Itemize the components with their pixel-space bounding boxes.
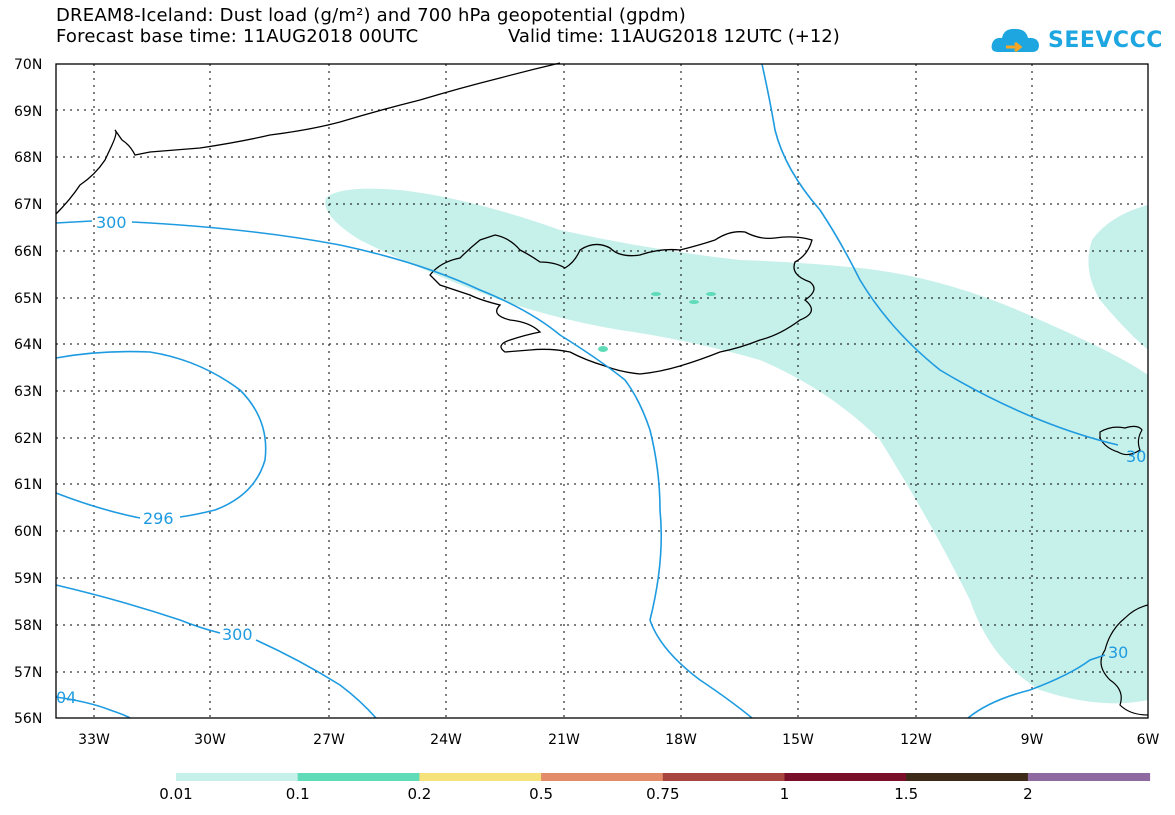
lon-label: 18W xyxy=(665,732,697,748)
lat-label: 70N xyxy=(14,57,42,73)
dust-load-shading xyxy=(325,188,1148,704)
colorbar-swatch xyxy=(297,773,420,781)
contour-label: 04 xyxy=(56,688,76,707)
contour-label: 300 xyxy=(96,213,127,232)
colorbar-swatch xyxy=(419,773,542,781)
colorbar-swatch xyxy=(906,773,1029,781)
scotland-coastline xyxy=(1100,604,1149,716)
lat-label: 59N xyxy=(14,571,42,587)
colorbar-swatch xyxy=(662,773,785,781)
lon-label: 21W xyxy=(548,732,580,748)
colorbar-swatch xyxy=(1027,773,1151,781)
lon-label: 6W xyxy=(1137,732,1160,748)
map-title: DREAM8-Iceland: Dust load (g/m²) and 700… xyxy=(56,5,686,26)
colorbar-label: 0.01 xyxy=(159,785,192,803)
valid-time: Valid time: 11AUG2018 12UTC (+12) xyxy=(508,26,840,47)
lon-label: 33W xyxy=(78,732,110,748)
lat-label: 61N xyxy=(14,477,42,493)
geopotential-contours xyxy=(55,63,1119,719)
lat-label: 66N xyxy=(14,244,42,260)
logo-text: SEEVCCC xyxy=(1048,28,1163,53)
colorbar-label: 1.5 xyxy=(894,785,918,803)
colorbar-label: 0.5 xyxy=(529,785,553,803)
graticule xyxy=(56,64,1148,718)
lon-label: 27W xyxy=(313,732,345,748)
lon-label: 15W xyxy=(782,732,814,748)
lat-label: 65N xyxy=(14,291,42,307)
colorbar-swatch xyxy=(176,773,299,781)
colorbar-swatch xyxy=(541,773,664,781)
lon-label: 30W xyxy=(194,732,226,748)
contour-label: 30 xyxy=(1108,643,1128,662)
lat-label: 67N xyxy=(14,197,42,213)
lat-label: 60N xyxy=(14,524,42,540)
colorbar-swatch xyxy=(784,773,907,781)
lat-label: 68N xyxy=(14,150,42,166)
lon-label: 9W xyxy=(1021,732,1044,748)
map-frame xyxy=(55,63,1149,719)
lat-label: 57N xyxy=(14,665,42,681)
contour-label: 300 xyxy=(222,625,253,644)
lat-label: 64N xyxy=(14,337,42,353)
lat-label: 56N xyxy=(14,711,42,727)
longitude-labels: 33W 30W 27W 24W 21W 18W 15W 12W 9W 6W xyxy=(78,732,1159,748)
contour-label: 30 xyxy=(1126,447,1146,466)
lat-label: 69N xyxy=(14,104,42,120)
lat-label: 62N xyxy=(14,431,42,447)
latitude-labels: 70N 69N 68N 67N 66N 65N 64N 63N 62N 61N … xyxy=(14,57,42,727)
lon-label: 12W xyxy=(900,732,932,748)
greenland-coastline xyxy=(55,62,561,215)
faroe-coastline xyxy=(1099,425,1143,456)
cloud-logo-icon xyxy=(991,28,1039,53)
lat-label: 63N xyxy=(14,384,42,400)
colorbar-label: 2 xyxy=(1023,785,1033,803)
colorbar: 0.01 0.1 0.2 0.5 0.75 1 1.5 2 xyxy=(159,773,1151,803)
contour-label: 296 xyxy=(143,509,174,528)
forecast-base-time: Forecast base time: 11AUG2018 00UTC xyxy=(56,26,419,47)
colorbar-label: 0.75 xyxy=(646,785,679,803)
colorbar-label: 0.1 xyxy=(286,785,310,803)
colorbar-label: 0.2 xyxy=(407,785,431,803)
lon-label: 24W xyxy=(430,732,462,748)
colorbar-label: 1 xyxy=(780,785,790,803)
iceland-coastline xyxy=(429,231,815,375)
lat-label: 58N xyxy=(14,618,42,634)
